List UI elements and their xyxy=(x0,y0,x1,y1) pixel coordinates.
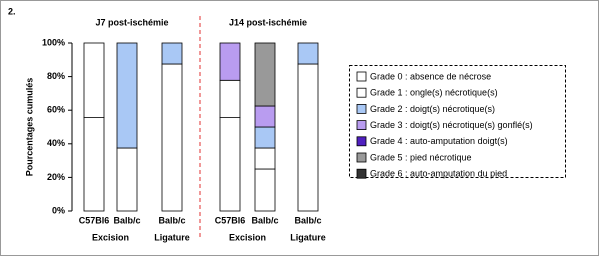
legend-label: Grade 3 : doigt(s) nécrotique(s) gonflé(… xyxy=(370,120,533,130)
y-tick-label: 20% xyxy=(47,172,65,182)
y-tick-label: 40% xyxy=(47,138,65,148)
legend-label: Grade 5 : pied nécrotique xyxy=(370,152,472,162)
bar-segment xyxy=(116,42,138,149)
legend-label: Grade 4 : auto-amputation doigt(s) xyxy=(370,136,508,146)
figure-label: 2. xyxy=(8,6,16,16)
y-tick-label: 0% xyxy=(52,205,65,215)
bar-segment xyxy=(161,63,183,212)
x-tick-label: Balb/c xyxy=(158,215,185,225)
legend-swatch xyxy=(356,152,367,163)
bar-segment xyxy=(254,105,276,128)
legend-swatch xyxy=(356,120,367,130)
group-label: Excision xyxy=(92,232,129,242)
bar-segment xyxy=(254,147,276,170)
x-tick-label: Balb/c xyxy=(294,215,321,225)
bar-segment xyxy=(83,42,105,118)
legend-label: Grade 0 : absence de nécrose xyxy=(370,71,491,81)
bar-segment xyxy=(161,42,183,65)
y-tick-label: 80% xyxy=(47,71,65,81)
bar-segment xyxy=(297,42,319,65)
bar-segment xyxy=(254,168,276,212)
y-tick-label: 100% xyxy=(42,37,65,47)
legend-swatch xyxy=(356,71,367,82)
x-tick-label: Balb/c xyxy=(113,215,140,225)
bar-segment xyxy=(219,42,241,81)
bar-segment xyxy=(219,79,241,118)
legend-swatch xyxy=(356,104,367,114)
legend-swatch xyxy=(356,87,367,98)
x-tick-label: Balb/c xyxy=(251,215,278,225)
y-axis-label: Pourcentages cumulés xyxy=(24,78,34,177)
panel-title: J7 post-ischémie xyxy=(95,17,168,27)
bar-segment xyxy=(116,147,138,212)
bar-segment xyxy=(254,126,276,149)
group-label: Ligature xyxy=(290,232,326,242)
group-label: Ligature xyxy=(154,232,190,242)
legend-label: Grade 6 : auto-amputation du pied xyxy=(370,169,507,179)
legend-swatch xyxy=(356,136,367,147)
x-tick-label: C57Bl6 xyxy=(79,215,110,225)
bar-segment xyxy=(83,117,105,212)
bar-segment xyxy=(297,63,319,212)
y-tick-label: 60% xyxy=(47,105,65,115)
group-label: Excision xyxy=(229,232,266,242)
panel-title: J14 post-ischémie xyxy=(229,17,307,27)
bar-segment xyxy=(254,42,276,107)
x-tick-label: C57Bl6 xyxy=(215,215,246,225)
bar-segment xyxy=(219,117,241,212)
legend-label: Grade 2 : doigt(s) nécrotique(s) xyxy=(370,104,495,114)
legend-swatch xyxy=(356,168,367,179)
legend-label: Grade 1 : ongle(s) nécrotique(s) xyxy=(370,88,498,98)
legend-box xyxy=(349,65,566,178)
